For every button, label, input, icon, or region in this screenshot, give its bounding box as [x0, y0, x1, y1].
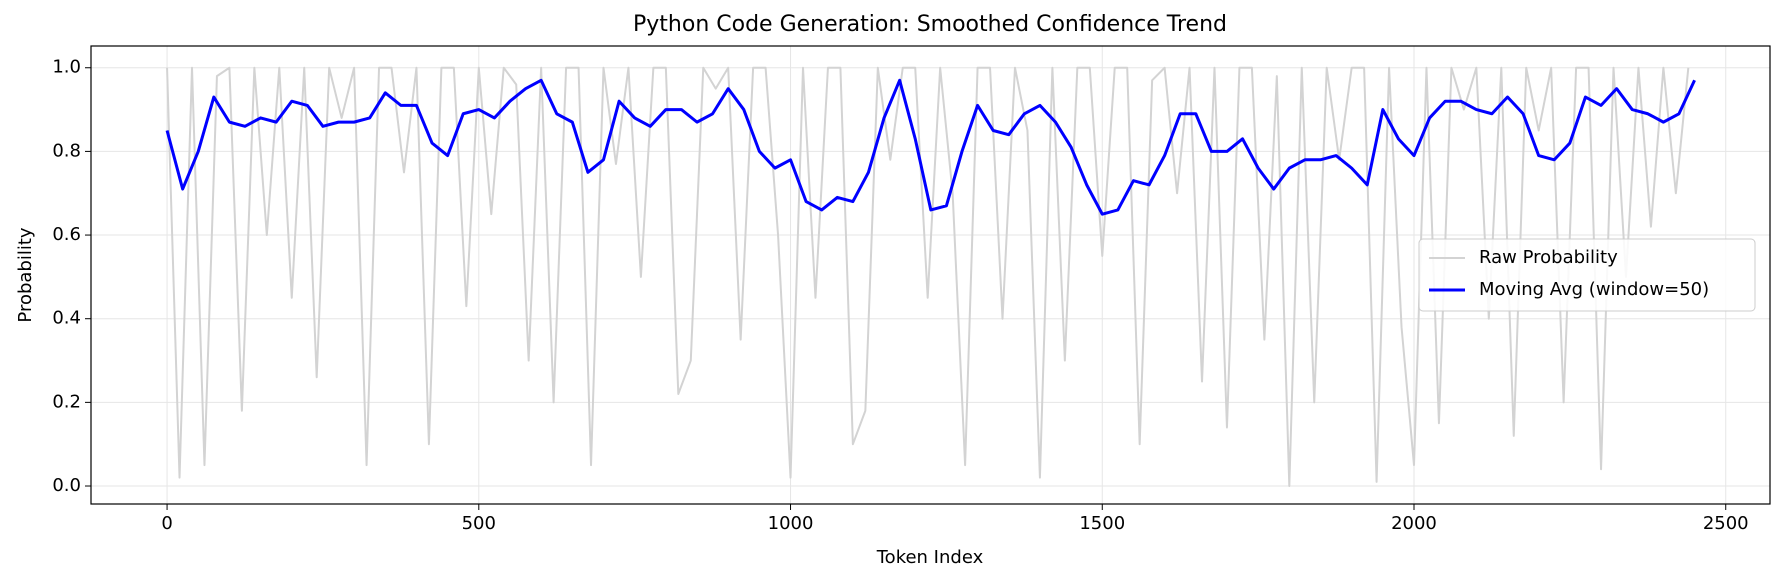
- y-tick-label: 0.8: [52, 140, 81, 161]
- x-tick-label: 2500: [1703, 513, 1749, 534]
- x-tick-label: 500: [462, 513, 496, 534]
- chart-title: Python Code Generation: Smoothed Confide…: [633, 12, 1227, 37]
- y-axis-label: Probability: [15, 227, 36, 322]
- x-tick-label: 1500: [1079, 513, 1125, 534]
- y-tick-label: 1.0: [52, 57, 81, 78]
- y-tick-label: 0.4: [52, 308, 81, 329]
- x-tick-label: 1000: [768, 513, 814, 534]
- legend-label: Raw Probability: [1479, 247, 1618, 268]
- y-tick-label: 0.0: [52, 475, 81, 496]
- x-tick-label: 0: [161, 513, 172, 534]
- y-tick-label: 0.2: [52, 391, 81, 412]
- x-tick-label: 2000: [1391, 513, 1437, 534]
- y-tick-label: 0.6: [52, 224, 81, 245]
- legend-label: Moving Avg (window=50): [1479, 279, 1709, 300]
- plot-frame: [90, 45, 1771, 505]
- x-axis-label: Token Index: [876, 547, 984, 568]
- legend-box: [1418, 238, 1756, 312]
- series-line: [165, 78, 1696, 216]
